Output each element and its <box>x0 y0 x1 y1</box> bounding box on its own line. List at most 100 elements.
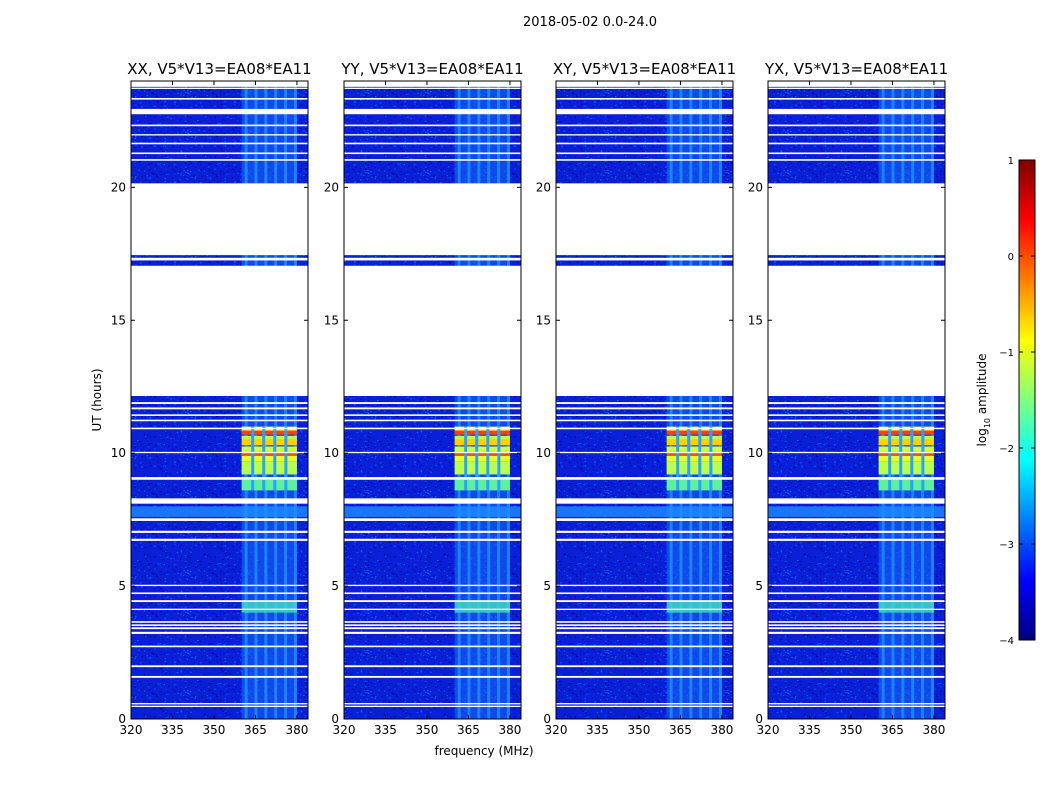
data-gap <box>556 621 733 623</box>
broadband-row <box>131 506 308 517</box>
burst-channel-gap <box>709 426 713 491</box>
data-gap <box>768 124 945 127</box>
rfi-burst <box>666 430 722 435</box>
data-gap <box>556 530 733 533</box>
data-gap <box>556 87 733 89</box>
data-gap <box>344 134 521 136</box>
panels-group: XX, V5*V13=EA08*EA11 320 335 350 365 380 0 5 10 1… <box>111 60 948 737</box>
y-tick-label: 20 <box>748 180 763 194</box>
data-gap <box>131 451 308 454</box>
x-tick-label: 320 <box>333 723 356 737</box>
data-gap <box>556 624 733 626</box>
data-gap <box>131 98 308 100</box>
data-gap <box>131 87 308 89</box>
panel-plot-area <box>556 81 733 719</box>
burst-channel-gap <box>888 426 892 491</box>
y-tick-label: 15 <box>536 313 551 327</box>
data-gap <box>131 265 308 397</box>
panel-title: YX, V5*V13=EA08*EA11 <box>764 60 948 78</box>
rfi-band <box>241 81 297 719</box>
rfi-stripe <box>679 81 683 719</box>
data-gap <box>768 530 945 533</box>
x-tick-label: 335 <box>161 723 184 737</box>
x-tick-label: 365 <box>457 723 480 737</box>
data-gap <box>556 81 733 87</box>
data-gap <box>344 600 521 603</box>
rfi-stripe <box>911 81 915 719</box>
rfi-stripe <box>497 81 501 719</box>
data-gap <box>556 518 733 521</box>
data-gap <box>768 498 945 504</box>
y-tick-label: 15 <box>111 313 126 327</box>
rfi-burst <box>878 435 934 440</box>
x-tick-label: 335 <box>374 723 397 737</box>
data-gap <box>131 703 308 705</box>
burst-channel-gap <box>676 426 680 491</box>
rfi-stripe <box>506 81 510 719</box>
rfi-burst <box>878 461 934 475</box>
x-axis-label: frequency (MHz) <box>434 744 533 758</box>
rfi-burst <box>666 446 722 452</box>
data-gap <box>768 592 945 595</box>
rfi-burst <box>666 435 722 440</box>
data-gap <box>131 81 308 87</box>
data-gap <box>768 407 945 410</box>
colorbar-label-rest: amplitude <box>975 354 989 418</box>
data-gap <box>556 427 733 430</box>
data-gap <box>344 592 521 595</box>
rfi-burst <box>241 461 297 475</box>
data-gap <box>556 407 733 410</box>
data-gap <box>768 705 945 708</box>
data-gap <box>556 584 733 587</box>
broadband-row <box>768 506 945 517</box>
data-gap <box>556 183 733 256</box>
data-gap <box>768 624 945 626</box>
rfi-stripe <box>709 81 713 719</box>
rfi-stripe <box>274 81 278 719</box>
data-gap <box>344 665 521 668</box>
data-gap <box>131 631 308 634</box>
rfi-stripe <box>244 81 248 719</box>
data-gap <box>556 108 733 115</box>
data-gap <box>131 645 308 648</box>
rfi-burst <box>454 602 510 613</box>
burst-channel-gap <box>475 426 479 491</box>
data-gap <box>344 407 521 410</box>
y-tick-label: 0 <box>331 712 339 726</box>
burst-channel-gap <box>899 426 903 491</box>
data-gap <box>344 624 521 626</box>
rfi-band <box>666 81 722 719</box>
data-gap <box>556 498 733 504</box>
data-gap <box>556 627 733 630</box>
y-tick-label: 0 <box>755 712 763 726</box>
colorbar-tick-label: 1 <box>1008 156 1014 167</box>
x-tick-label: 320 <box>545 723 568 737</box>
data-gap <box>556 703 733 705</box>
data-gap <box>768 518 945 521</box>
colorbar-gradient <box>1018 159 1036 641</box>
data-gap <box>344 183 521 256</box>
y-tick-label: 15 <box>748 313 763 327</box>
data-gap <box>768 645 945 648</box>
data-gap <box>344 152 521 155</box>
rfi-stripe <box>921 81 925 719</box>
y-tick-label: 5 <box>543 579 551 593</box>
panel-plot-area <box>344 81 521 719</box>
rfi-burst <box>878 479 934 491</box>
rfi-stripe <box>293 81 297 719</box>
rfi-stripe <box>901 81 905 719</box>
x-tick-label: 335 <box>586 723 609 737</box>
rfi-burst <box>878 455 934 462</box>
data-gap <box>768 703 945 705</box>
data-gap <box>768 134 945 136</box>
data-gap <box>131 600 308 603</box>
data-gap <box>131 108 308 115</box>
data-gap <box>131 584 308 587</box>
rfi-burst <box>241 446 297 452</box>
rfi-stripe <box>284 81 288 719</box>
data-gap <box>556 538 733 541</box>
data-gap <box>131 538 308 541</box>
data-gap <box>344 108 521 115</box>
data-gap <box>556 645 733 648</box>
